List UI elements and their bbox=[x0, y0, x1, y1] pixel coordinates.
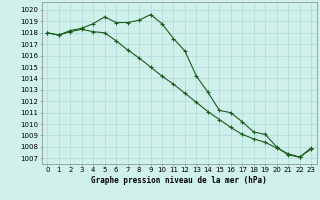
X-axis label: Graphe pression niveau de la mer (hPa): Graphe pression niveau de la mer (hPa) bbox=[91, 176, 267, 185]
